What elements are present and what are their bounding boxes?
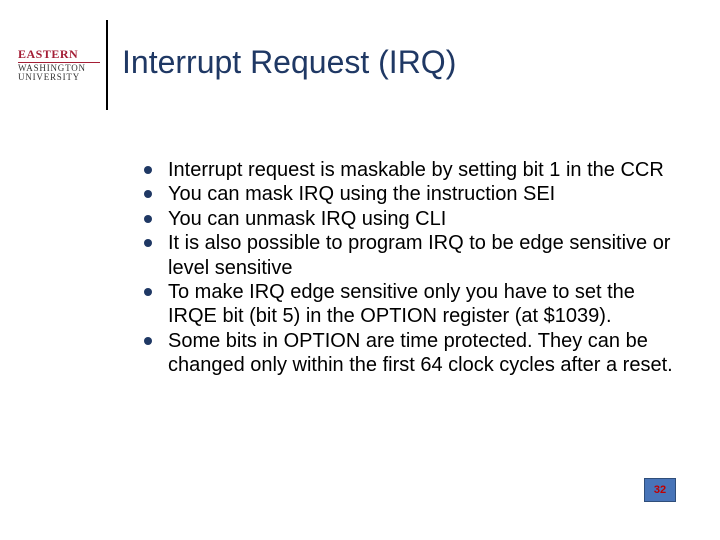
title-vertical-rule [106, 20, 108, 110]
bullet-item: You can mask IRQ using the instruction S… [140, 182, 680, 206]
bullet-item: Interrupt request is maskable by setting… [140, 158, 680, 182]
page-number-box: 32 [644, 478, 676, 502]
logo-top-text: EASTERN [18, 48, 100, 63]
bullet-list: Interrupt request is maskable by setting… [140, 158, 680, 378]
bullet-item: You can unmask IRQ using CLI [140, 207, 680, 231]
bullet-item: To make IRQ edge sensitive only you have… [140, 280, 680, 329]
university-logo: EASTERN WASHINGTON UNIVERSITY [18, 48, 100, 82]
bullet-item: It is also possible to program IRQ to be… [140, 231, 680, 280]
page-number: 32 [654, 484, 666, 496]
bullet-item: Some bits in OPTION are time protected. … [140, 329, 680, 378]
logo-bot-text: UNIVERSITY [18, 73, 100, 82]
slide-title: Interrupt Request (IRQ) [122, 44, 456, 81]
